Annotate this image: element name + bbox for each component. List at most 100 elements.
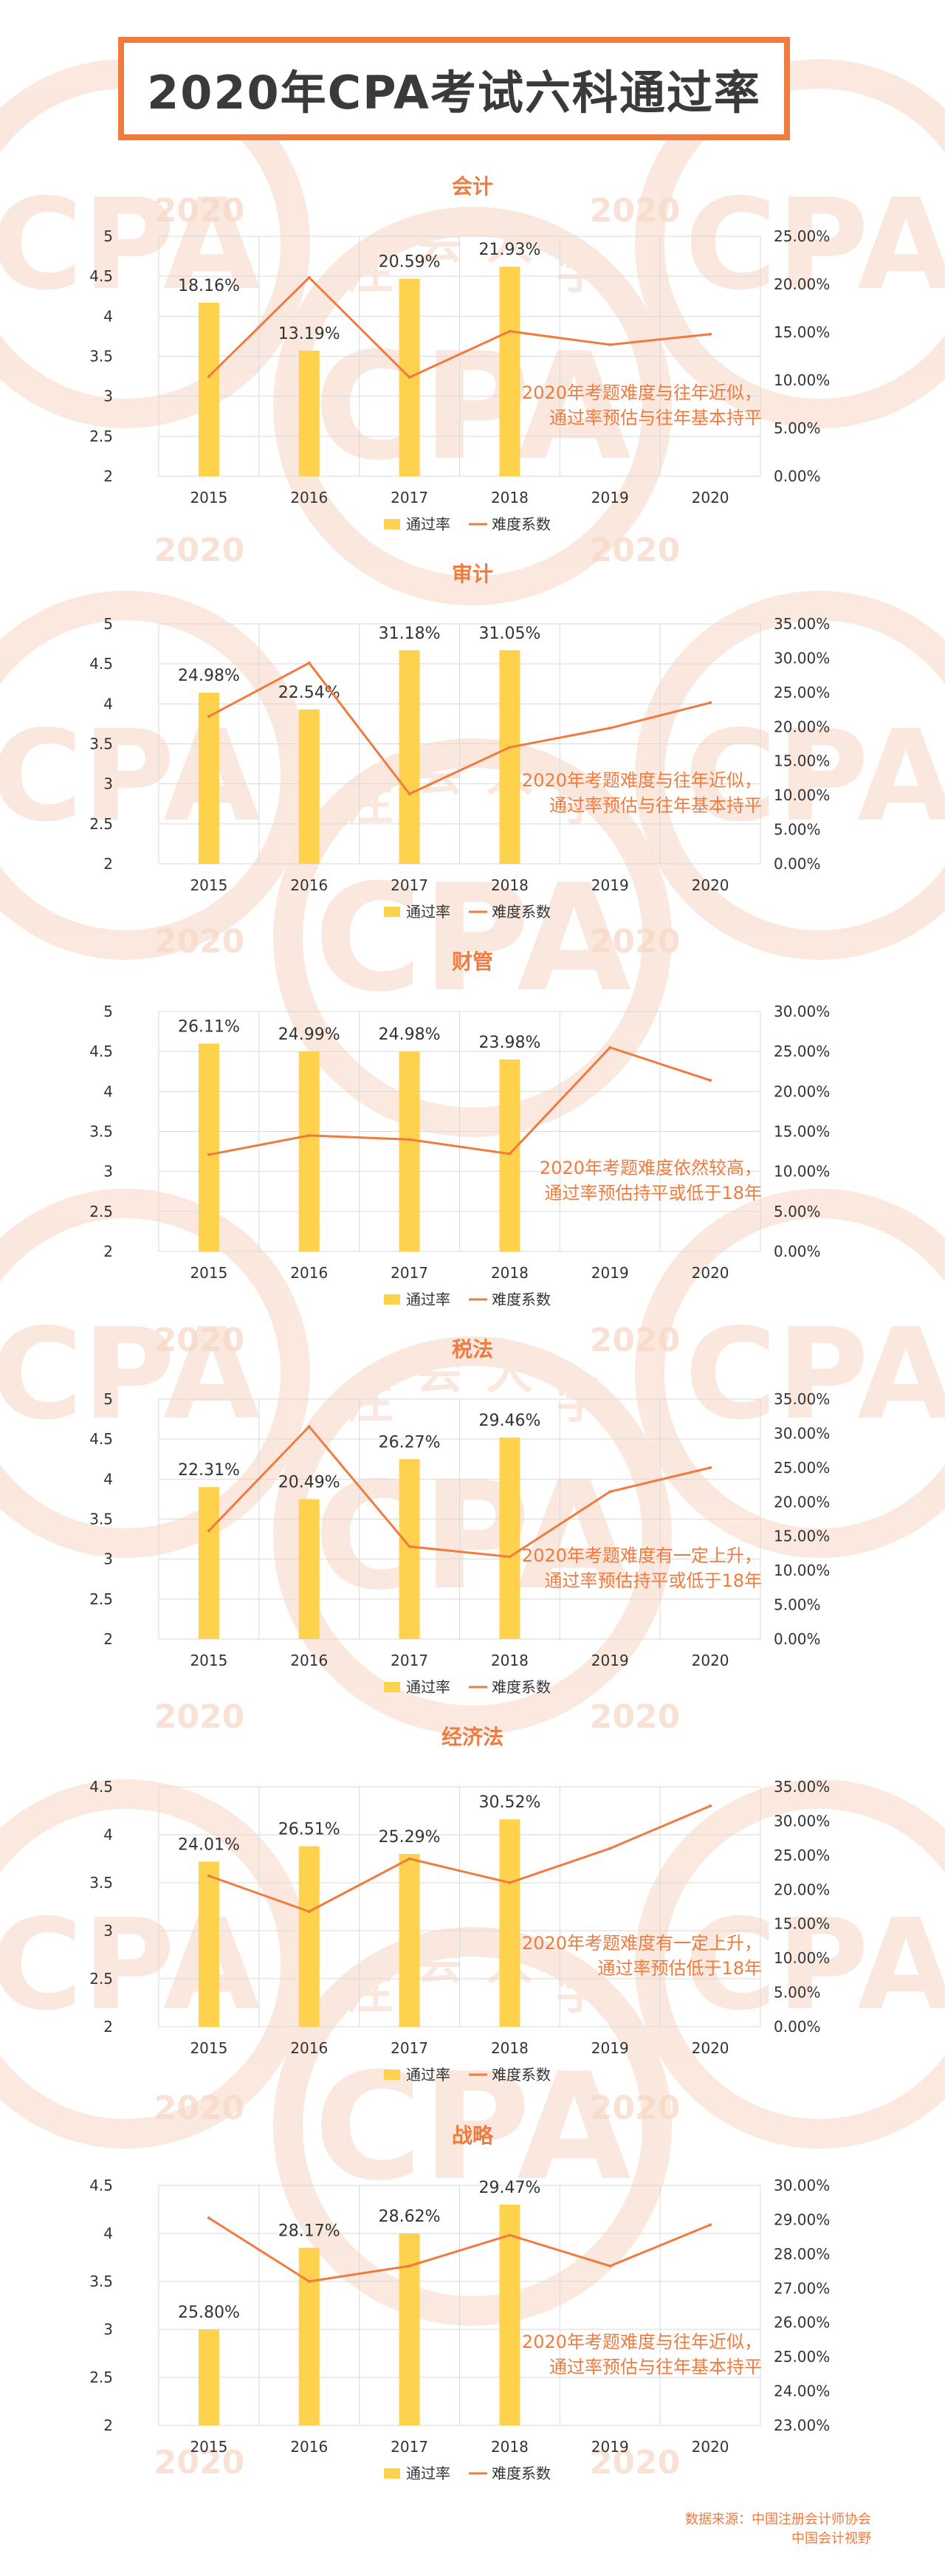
legend-label-bar: 通过率 xyxy=(406,515,450,533)
x-axis-tick-label: 2016 xyxy=(290,876,328,894)
right-axis-tick-label: 23.00% xyxy=(774,2417,830,2434)
right-axis-tick-label: 20.00% xyxy=(774,1082,830,1100)
x-axis-tick-label: 2017 xyxy=(391,2039,428,2057)
bar xyxy=(399,1459,420,1639)
x-axis-tick-label: 2020 xyxy=(692,876,729,894)
left-axis-tick-label: 3.5 xyxy=(89,735,113,753)
watermark-year: 2020 xyxy=(590,1322,680,1359)
right-axis-tick-label: 10.00% xyxy=(774,1949,830,1967)
watermark-year: 2020 xyxy=(154,2444,244,2481)
left-axis-tick-label: 5 xyxy=(103,227,113,245)
bar-data-label: 24.99% xyxy=(278,1026,340,1044)
x-axis-tick-label: 2016 xyxy=(290,1264,328,1282)
left-axis-tick-label: 3.5 xyxy=(89,1874,113,1892)
x-axis-tick-label: 2017 xyxy=(391,489,428,506)
bar xyxy=(298,1846,320,2027)
watermark-year: 2020 xyxy=(590,2444,680,2481)
x-axis-tick-label: 2017 xyxy=(391,2438,428,2456)
bar xyxy=(399,1854,420,2027)
right-axis-tick-label: 35.00% xyxy=(774,1390,830,1408)
bar xyxy=(298,1051,320,1251)
left-axis-tick-label: 3 xyxy=(103,1922,113,1940)
x-axis-tick-label: 2016 xyxy=(290,2438,328,2456)
line-point xyxy=(608,343,612,346)
line-point xyxy=(709,1804,712,1807)
line-point xyxy=(508,2233,512,2237)
line-point xyxy=(709,2223,712,2227)
watermark-seal-char: 注 xyxy=(346,245,393,300)
bar-data-label: 24.01% xyxy=(178,1835,240,1854)
line-point xyxy=(307,2280,311,2283)
bar-data-label: 18.16% xyxy=(178,277,240,295)
left-axis-tick-label: 4.5 xyxy=(89,2177,113,2194)
chart-note-line: 通过率预估与往年基本持平 xyxy=(549,795,762,816)
legend-label-line: 难度系数 xyxy=(492,1678,551,1696)
bar xyxy=(198,1861,219,2027)
watermark-year: 2020 xyxy=(590,2089,680,2127)
watermark-center-letters: CPA xyxy=(314,321,631,493)
right-axis-tick-label: 25.00% xyxy=(774,1847,830,1864)
bar xyxy=(298,2247,320,2425)
right-axis-tick-label: 20.00% xyxy=(774,1493,830,1511)
legend-label-line: 难度系数 xyxy=(492,2066,551,2084)
line-point xyxy=(408,1857,411,1861)
line-point xyxy=(207,2216,210,2220)
watermark-center-letters: CPA xyxy=(314,853,631,1025)
watermark-seal: CPA xyxy=(635,1779,945,2149)
x-axis-tick-label: 2020 xyxy=(692,1264,729,1282)
x-axis-tick-label: 2019 xyxy=(591,2039,629,2057)
chart-title: 经济法 xyxy=(441,1725,504,1749)
right-axis-tick-label: 5.00% xyxy=(774,821,821,839)
right-axis-tick-label: 0.00% xyxy=(774,1243,821,1260)
right-axis-tick-label: 25.00% xyxy=(774,2348,830,2366)
watermark-seal-char: 大 xyxy=(486,1345,533,1400)
watermark-seal: CPA xyxy=(635,591,945,960)
legend-swatch-bar xyxy=(384,519,400,529)
right-axis-tick-label: 26.00% xyxy=(774,2314,830,2332)
watermark-seal-char: 学 xyxy=(556,245,603,300)
line-point xyxy=(408,376,411,379)
line-series-difficulty xyxy=(208,662,711,796)
x-axis-tick-label: 2018 xyxy=(491,1264,529,1282)
left-axis-tick-label: 3.5 xyxy=(89,1511,113,1528)
legend-label-bar: 通过率 xyxy=(406,1678,450,1696)
line-point xyxy=(207,715,210,718)
watermark-letters: CPA xyxy=(684,704,945,850)
watermark-seal-ring xyxy=(0,1189,310,1558)
left-axis-tick-label: 3.5 xyxy=(89,348,113,365)
right-axis-tick-label: 15.00% xyxy=(774,1528,830,1545)
x-axis-tick-label: 2015 xyxy=(190,489,227,506)
x-axis-tick-label: 2020 xyxy=(692,1652,729,1669)
x-axis-tick-label: 2018 xyxy=(491,1652,529,1669)
line-point xyxy=(408,1138,411,1141)
watermark-seal-char: 学 xyxy=(556,777,603,831)
x-axis-tick-label: 2017 xyxy=(391,1264,428,1282)
left-axis-tick-label: 4 xyxy=(103,1082,113,1100)
bar xyxy=(298,709,320,864)
watermark-seal: CPA xyxy=(635,59,945,428)
watermark-letters: CPA xyxy=(684,1302,945,1448)
chart-note-line: 通过率预估持平或低于18年 xyxy=(544,1570,762,1591)
x-axis-tick-label: 2019 xyxy=(591,489,629,506)
left-axis-tick-label: 2 xyxy=(103,467,113,485)
left-axis-tick-label: 4.5 xyxy=(89,655,113,673)
line-point xyxy=(709,1466,712,1469)
line-point xyxy=(608,1847,612,1850)
watermark-seal-char: 会 xyxy=(416,216,463,270)
legend-swatch-bar xyxy=(384,2468,400,2479)
line-point xyxy=(709,332,712,336)
left-axis-tick-label: 3.5 xyxy=(89,2273,113,2290)
x-axis-tick-label: 2018 xyxy=(491,876,529,894)
bar-data-label: 26.51% xyxy=(278,1821,340,1839)
watermark-year: 2020 xyxy=(590,923,680,961)
x-axis-tick-label: 2020 xyxy=(692,2039,729,2057)
watermark-seal-ring xyxy=(635,591,945,960)
right-axis-tick-label: 15.00% xyxy=(774,323,830,341)
right-axis-tick-label: 10.00% xyxy=(774,1562,830,1579)
bar xyxy=(298,1499,320,1639)
x-axis-tick-label: 2019 xyxy=(591,2438,629,2456)
chart-note-line: 2020年考题难度与往年近似， xyxy=(522,770,762,791)
left-axis-tick-label: 5 xyxy=(103,1003,113,1020)
line-series-difficulty xyxy=(208,1046,711,1156)
